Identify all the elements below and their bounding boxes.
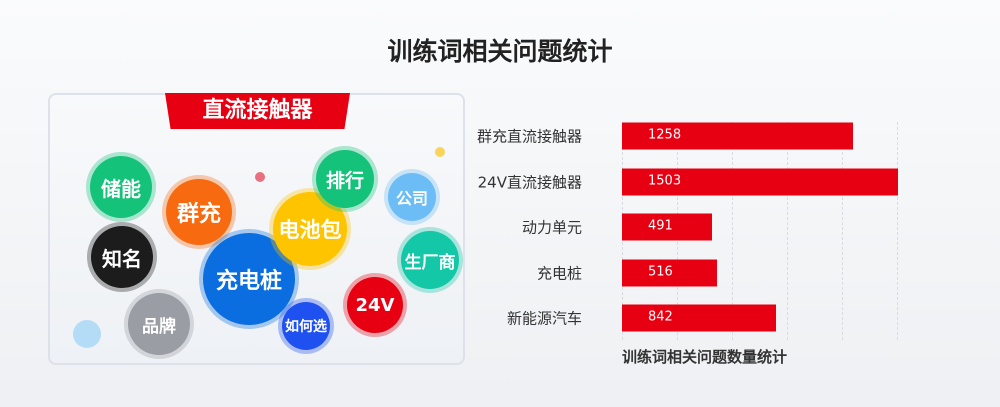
bubble-label: 排行	[325, 169, 364, 192]
bar-chart: 训练词相关问题数量统计 群充直流接触器 1258 24V直流接触器 1503 动力单元 4…	[476, 110, 940, 380]
bubble-label: 知名	[102, 246, 142, 271]
decorative-dot	[435, 147, 445, 157]
keyword-bubble: 24V	[347, 277, 403, 333]
page-title: 训练词相关问题统计	[387, 37, 613, 66]
bar-value-label: 1503	[648, 173, 682, 188]
keyword-bubble: 电池包	[273, 192, 347, 266]
panel-banner: 直流接触器	[165, 93, 350, 129]
bubble-label: 品牌	[142, 316, 176, 337]
bar-value-label: 842	[648, 309, 673, 325]
keyword-bubble: 排行	[316, 150, 374, 208]
bubble-label: 生厂商	[404, 252, 456, 273]
bar: 1503	[622, 168, 898, 195]
decorative-dot	[255, 172, 265, 182]
category-label: 新能源汽车	[506, 309, 582, 328]
gridline	[842, 122, 843, 340]
bubble-label: 公司	[395, 189, 428, 208]
gridline	[732, 122, 733, 340]
bubble-label: 电池包	[278, 218, 342, 242]
bubble-label: 充电桩	[215, 269, 282, 294]
category-label: 动力单元	[521, 218, 582, 237]
category-label: 充电桩	[536, 264, 582, 282]
keyword-bubble: 品牌	[128, 293, 190, 355]
bar: 516	[622, 259, 717, 286]
decorative-dot	[73, 320, 101, 348]
gridline	[787, 122, 788, 340]
bar: 1258	[622, 122, 853, 150]
gridline	[897, 122, 898, 340]
category-label: 群充直流接触器	[476, 127, 582, 146]
keyword-bubble: 储能	[90, 156, 152, 218]
keyword-bubble: 如何选	[282, 302, 330, 350]
category-label: 24V直流接触器	[477, 173, 582, 191]
bar-value-label: 491	[648, 218, 673, 234]
word-cloud-panel: 直流接触器 储能群充知名品牌 充电桩 电池包 排行公司生厂商 24V 如何选	[48, 93, 465, 365]
bubble-label: 群充	[176, 202, 221, 227]
bar-value-label: 1258	[648, 127, 682, 143]
bubble-label: 如何选	[285, 319, 327, 335]
bar: 491	[622, 213, 713, 241]
keyword-bubble: 公司	[388, 173, 436, 221]
bubble-label: 储能	[101, 176, 141, 201]
keyword-bubble: 生厂商	[401, 231, 459, 289]
x-axis-label: 训练词相关问题数量统计	[622, 348, 788, 366]
keyword-bubble: 群充	[166, 179, 232, 245]
bar-value-label: 516	[648, 264, 673, 279]
keyword-bubble: 知名	[91, 226, 153, 288]
bubble-label: 24V	[355, 294, 395, 316]
bar: 842	[622, 304, 777, 332]
